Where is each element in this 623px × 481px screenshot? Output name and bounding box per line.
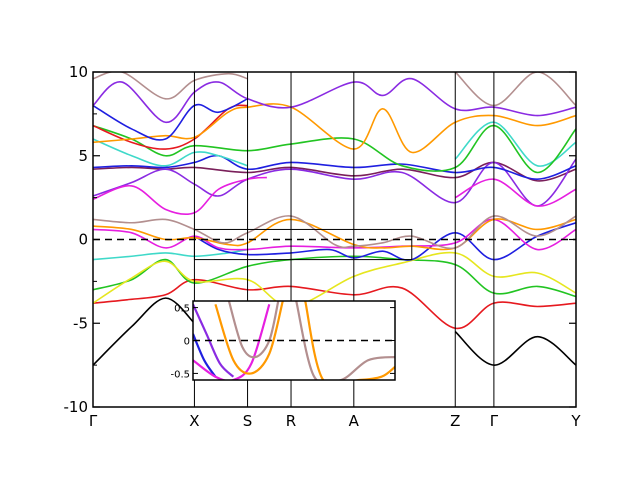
band-line-4 [93, 255, 576, 298]
x-tick-label-8: Y [570, 412, 581, 430]
inset-band-line-3 [193, 303, 271, 380]
x-tick-label-5: A [349, 412, 360, 430]
y-tick-label-3: 0 [78, 231, 88, 249]
band-line-2 [454, 331, 576, 366]
y-tick-label-5: 10 [69, 63, 88, 81]
x-tick-label-6: Z [450, 412, 460, 430]
y-tick-label-4: 5 [78, 147, 88, 165]
x-tick-label-7: Γ [490, 412, 499, 430]
band-line-17 [454, 121, 576, 167]
inset-y-tick-label-2: 0 [184, 337, 190, 348]
inset-y-tick-label-1: 0.5 [174, 304, 190, 315]
band-line-21 [93, 98, 248, 141]
inset-band-line-7 [304, 301, 395, 380]
inset-band-line-1 [193, 303, 235, 378]
x-tick-label-1: Γ [89, 412, 98, 430]
band-line-23 [93, 72, 248, 100]
inset-y-axis-ticks: 0.5 0 -0.5 [170, 304, 395, 380]
band-line-12 [93, 158, 576, 207]
band-line-24 [454, 72, 576, 107]
y-tick-label-2: -5 [73, 314, 88, 332]
band-line-7 [194, 221, 576, 261]
inset-chart: 0.5 0 -0.5 [170, 300, 396, 381]
band-line-10 [93, 215, 576, 250]
zoom-region-box [193, 228, 413, 261]
band-line-5 [93, 251, 576, 308]
x-tick-label-4: R [286, 412, 296, 430]
inset-band-line-4 [214, 301, 284, 375]
inset-band-line-5 [227, 301, 280, 359]
inset-band-line-6 [295, 301, 395, 380]
x-tick-label-3: S [243, 412, 253, 430]
y-axis-ticks: -10 -5 0 5 10 [64, 63, 576, 416]
band-line-19 [93, 104, 248, 150]
band-line-15 [454, 178, 576, 207]
band-line-22 [93, 77, 576, 124]
x-tick-label-2: X [189, 412, 199, 430]
inset-y-tick-label-3: -0.5 [170, 369, 190, 380]
band-line-1 [93, 297, 195, 366]
band-line-16 [93, 138, 248, 167]
inset-band-lines [193, 301, 395, 380]
y-tick-label-1: -10 [64, 398, 89, 416]
